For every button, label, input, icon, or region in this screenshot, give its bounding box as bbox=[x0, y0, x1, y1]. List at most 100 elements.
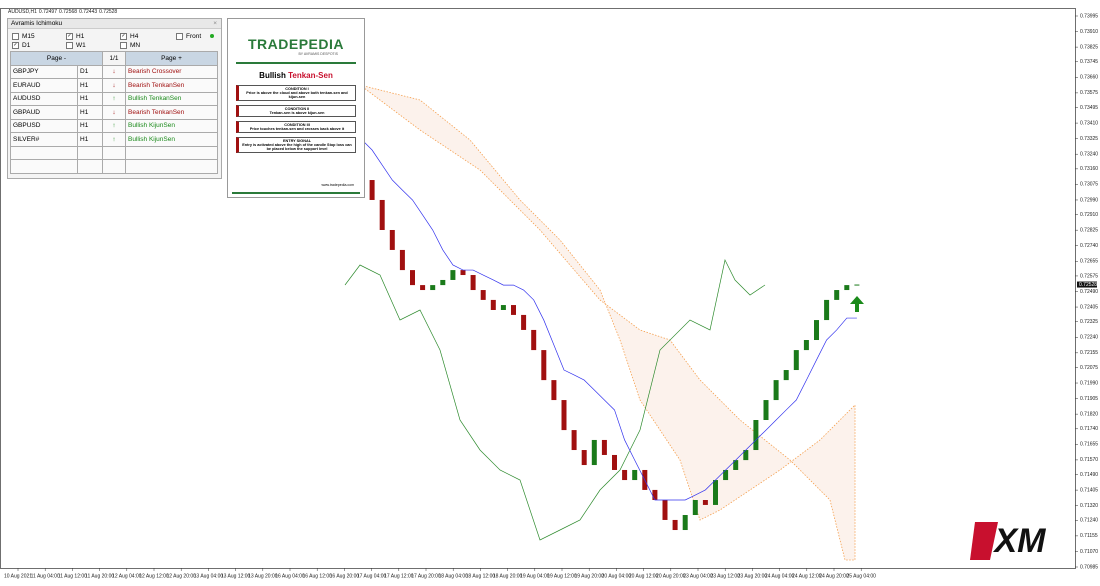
y-tick-label: 0.72990 bbox=[1080, 197, 1098, 203]
candle-body bbox=[450, 270, 456, 280]
candle-body bbox=[713, 480, 718, 505]
candle-body bbox=[500, 305, 506, 310]
y-tick-label: 0.71070 bbox=[1080, 549, 1098, 555]
url: www.tradepedia.com bbox=[321, 183, 355, 187]
signal-row[interactable]: GBPJPY D1 ↓ Bearish Crossover bbox=[10, 64, 218, 79]
direction-arrow: ↓ bbox=[102, 105, 126, 120]
x-tick-label: 11 Aug 20:00 bbox=[85, 573, 114, 579]
candle-body bbox=[601, 439, 607, 455]
checkbox[interactable]: ✓ H4 bbox=[120, 33, 138, 40]
checkbox[interactable]: MN bbox=[120, 42, 140, 49]
x-tick-label: 12 Aug 20:00 bbox=[166, 573, 196, 579]
candle-body bbox=[430, 285, 436, 291]
x-tick-label: 11 Aug 04:00 bbox=[31, 573, 60, 579]
candle-body bbox=[581, 450, 587, 466]
candle-body bbox=[561, 400, 567, 431]
checkbox[interactable]: M15 bbox=[12, 33, 35, 40]
divider bbox=[236, 62, 356, 64]
strategy-card: TRADEPEDIA BY AVRAMIS DESPOTIS Bullish T… bbox=[227, 18, 365, 198]
price-tag-label: 0.72528 bbox=[1079, 282, 1097, 288]
symbol-header: AUDUSD,H1 0.72497 0.72568 0.72443 0.72528 bbox=[8, 9, 117, 15]
y-tick-label: 0.72655 bbox=[1080, 259, 1098, 265]
plot-frame bbox=[0, 8, 1076, 569]
y-tick-label: 0.72240 bbox=[1080, 335, 1098, 341]
checkbox-label: D1 bbox=[22, 42, 31, 49]
x-tick-label: 17 Aug 20:00 bbox=[411, 573, 441, 579]
signal-row[interactable]: SILVER# H1 ↑ Bullish KijunSen bbox=[10, 132, 218, 147]
panel-title: Avramis Ichimoku × bbox=[8, 19, 221, 29]
checkbox[interactable]: ✓ D1 bbox=[12, 42, 30, 49]
price-tag bbox=[1077, 281, 1097, 288]
candle-body bbox=[702, 500, 708, 505]
candle-body bbox=[470, 275, 476, 291]
condition-text: Entry is activated above the high of the… bbox=[242, 143, 352, 151]
signal-row[interactable]: GBPUSD H1 ↑ Bullish KijunSen bbox=[10, 118, 218, 133]
checkbox-box: ✓ bbox=[120, 33, 127, 40]
title-b: Tenkan-Sen bbox=[288, 71, 333, 80]
checkbox-label: MN bbox=[130, 42, 141, 49]
x-tick-label: 17 Aug 12:00 bbox=[384, 573, 414, 579]
empty-cell bbox=[10, 145, 78, 160]
byline: BY AVRAMIS DESPOTIS bbox=[298, 52, 338, 56]
page-next[interactable]: Page + bbox=[125, 51, 218, 66]
x-tick-label: 12 Aug 12:00 bbox=[139, 573, 169, 579]
timeframe: H1 bbox=[77, 132, 103, 147]
signal-row[interactable]: AUDUSD H1 ↑ Bullish TenkanSen bbox=[10, 91, 218, 106]
y-tick-label: 0.71990 bbox=[1080, 380, 1098, 386]
candle-body bbox=[440, 279, 446, 286]
x-tick-label: 10 Aug 2021 bbox=[4, 573, 32, 579]
x-tick-label: 24 Aug 20:00 bbox=[819, 573, 849, 579]
condition: CONDITION II Tenkan-sen is above kijun-se… bbox=[236, 105, 356, 117]
signal-row[interactable]: EURAUD H1 ↓ Bearish TenkanSen bbox=[10, 78, 218, 93]
y-tick-label: 0.71240 bbox=[1080, 518, 1098, 524]
y-tick-label: 0.72155 bbox=[1080, 350, 1098, 356]
y-tick-label: 0.71740 bbox=[1080, 426, 1098, 432]
empty-cell bbox=[77, 159, 103, 174]
candle-body bbox=[672, 519, 678, 531]
y-tick-label: 0.72575 bbox=[1080, 273, 1098, 279]
checkbox[interactable]: Front bbox=[176, 33, 201, 40]
candle-body bbox=[692, 500, 698, 516]
empty-row bbox=[10, 159, 218, 174]
checkbox-label: Front bbox=[186, 33, 202, 40]
checkbox[interactable]: W1 bbox=[66, 42, 86, 49]
checkbox-label: H4 bbox=[130, 33, 139, 40]
x-tick-label: 18 Aug 20:00 bbox=[493, 573, 523, 579]
signal-table: Page -1/1 Page + GBPJPY D1 ↓ Bearish Crossove… bbox=[10, 51, 218, 174]
direction-arrow: ↓ bbox=[102, 78, 126, 93]
candle-body bbox=[773, 380, 779, 401]
y-tick-label: 0.73575 bbox=[1080, 90, 1098, 96]
checkbox-label: H1 bbox=[76, 33, 85, 40]
y-tick-label: 0.72825 bbox=[1080, 228, 1098, 234]
candle-body bbox=[551, 380, 557, 401]
y-tick-label: 0.73325 bbox=[1080, 136, 1098, 142]
y-tick-label: 0.70985 bbox=[1080, 564, 1098, 570]
x-tick-label: 19 Aug 12:00 bbox=[547, 573, 577, 579]
symbol: EURAUD bbox=[10, 78, 78, 93]
candle-body bbox=[369, 180, 375, 200]
candle-body bbox=[834, 290, 840, 300]
x-tick-label: 17 Aug 04:00 bbox=[357, 573, 387, 579]
x-tick-label: 16 Aug 12:00 bbox=[302, 573, 332, 579]
signal-arrow bbox=[850, 296, 864, 312]
signal-row[interactable]: GBPAUD H1 ↓ Bearish TenkanSen bbox=[10, 105, 218, 120]
x-tick-label: 16 Aug 20:00 bbox=[330, 573, 360, 579]
candle-body bbox=[490, 299, 496, 310]
empty-cell bbox=[10, 159, 78, 174]
chikou-span bbox=[344, 258, 766, 541]
checkbox-box bbox=[12, 33, 19, 40]
direction-arrow: ↑ bbox=[102, 91, 126, 106]
candle-body bbox=[511, 305, 516, 315]
x-tick-label: 18 Aug 12:00 bbox=[466, 573, 496, 579]
checkbox[interactable]: ✓ H1 bbox=[66, 33, 84, 40]
x-tick-label: 24 Aug 04:00 bbox=[765, 573, 795, 579]
y-tick-label: 0.72740 bbox=[1080, 243, 1098, 249]
candle-body bbox=[844, 285, 850, 291]
close-button[interactable]: × bbox=[213, 20, 217, 27]
y-tick-label: 0.73910 bbox=[1080, 29, 1098, 35]
y-tick-label: 0.73825 bbox=[1080, 44, 1098, 50]
candle-body bbox=[783, 370, 789, 381]
signal: Bullish KijunSen bbox=[125, 132, 218, 147]
page-prev[interactable]: Page - bbox=[10, 51, 103, 66]
candle-body bbox=[389, 229, 395, 250]
